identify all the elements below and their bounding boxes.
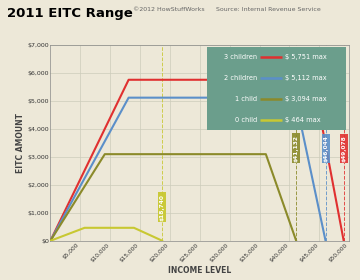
Y-axis label: EITC AMOUNT: EITC AMOUNT <box>15 113 24 173</box>
X-axis label: INCOME LEVEL: INCOME LEVEL <box>168 266 231 275</box>
Text: $18,740: $18,740 <box>160 194 165 221</box>
Text: $46,044: $46,044 <box>323 135 328 162</box>
Text: $49,078: $49,078 <box>341 135 346 162</box>
Text: ©2012 HowStuffWorks: ©2012 HowStuffWorks <box>133 7 205 12</box>
Text: 2011 EITC Range: 2011 EITC Range <box>7 7 133 20</box>
Text: Source: Internal Revenue Service: Source: Internal Revenue Service <box>216 7 321 12</box>
Text: $41,132: $41,132 <box>294 135 299 162</box>
